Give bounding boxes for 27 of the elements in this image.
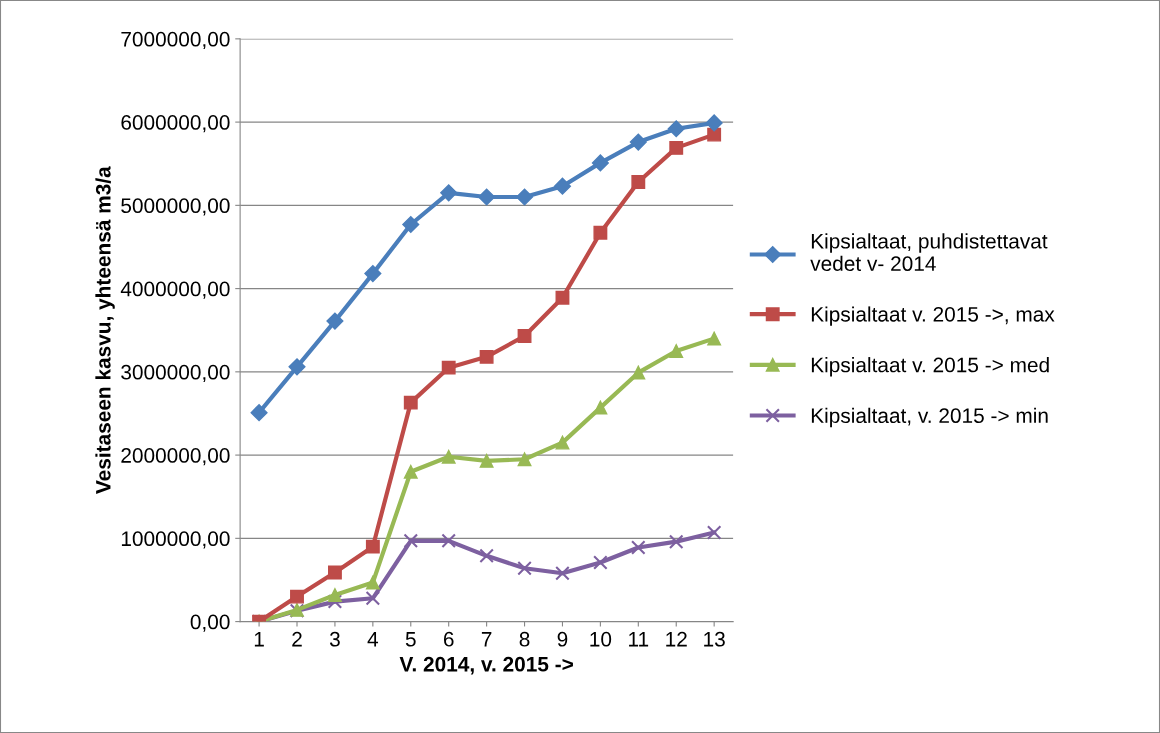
x-axis-title: V. 2014, v. 2015 -> [399,656,573,675]
y-axis-title: Vesitaseen kasvu, yhteensä m3/a [95,166,115,494]
x-tick-label: 11 [629,632,649,647]
x-tick-label: 6 [443,631,454,647]
x-tick-label: 12 [666,631,687,647]
x-tick-label: 7 [481,632,492,647]
legend-label: Kipsialtaat v. 2015 ->, max [811,306,1055,326]
y-tick-label: 6000000,00 [121,115,230,133]
x-tick-label: 2 [292,631,302,647]
y-tick-label: 7000000,00 [121,31,230,50]
y-tick-label: 5000000,00 [121,198,230,216]
x-tick-label: 5 [405,632,416,647]
x-tick-label: 3 [329,631,340,647]
x-tick-label: 8 [519,631,530,647]
legend-label: Kipsialtaat, puhdistettavat vedet v- 2014 [810,233,1048,272]
y-tick-label: 3000000,00 [121,364,230,383]
y-tick-label: 1000000,00 [121,531,230,549]
x-tick-label: 10 [590,631,612,647]
y-tick-label: 0,00 [190,614,230,632]
x-tick-label: 4 [367,632,379,647]
y-tick-label: 2000000,00 [121,448,230,466]
x-tick-label: 13 [704,631,725,647]
x-tick-label: 1 [254,632,264,647]
legend-label: Kipsialtaat v. 2015 -> med [811,357,1049,377]
x-tick-label: 9 [557,631,568,647]
legend-label: Kipsialtaat, v. 2015 -> min [811,407,1048,428]
y-tick-label: 4000000,00 [120,281,230,299]
